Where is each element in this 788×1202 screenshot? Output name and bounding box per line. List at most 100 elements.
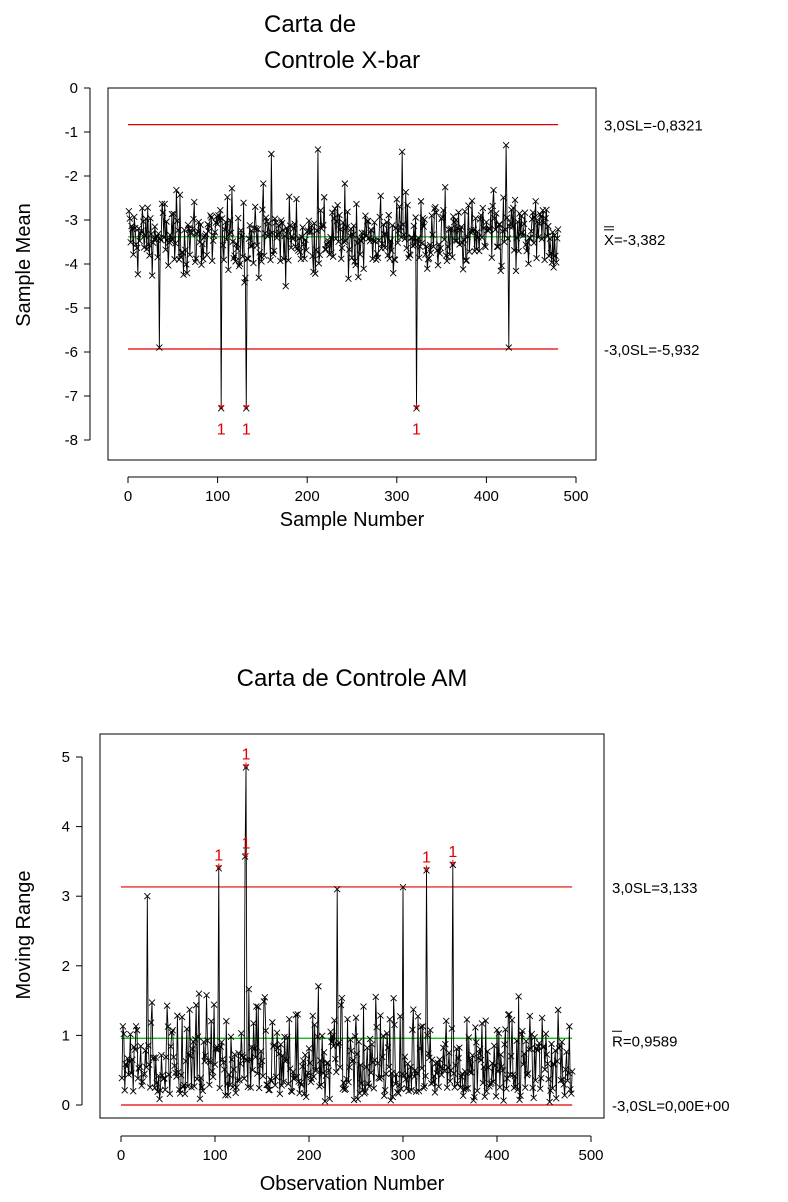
- data-point: [540, 219, 548, 226]
- data-point: [298, 1081, 305, 1089]
- data-point: [425, 254, 433, 262]
- data-point: [253, 1070, 261, 1077]
- data-point: [543, 206, 550, 214]
- data-point: [493, 1026, 501, 1034]
- data-point: [280, 255, 288, 263]
- data-point: [208, 257, 216, 265]
- data-point: [370, 237, 377, 244]
- data-point: [354, 1095, 362, 1103]
- data-point: [495, 1029, 503, 1037]
- data-point: [435, 241, 443, 248]
- data-point: [160, 1074, 168, 1082]
- data-point: [489, 1078, 497, 1085]
- data-point: [359, 1086, 366, 1094]
- out-of-control-marker: *: [216, 861, 222, 878]
- data-point: [229, 238, 237, 245]
- y-tick-label: 4: [62, 819, 70, 836]
- data-point: [199, 255, 207, 263]
- data-point: [362, 212, 369, 219]
- data-point: [456, 1044, 463, 1052]
- data-point: [482, 243, 489, 251]
- data-point: [545, 1075, 553, 1083]
- data-point: [228, 185, 236, 192]
- data-point: [461, 208, 469, 215]
- data-point: [504, 1075, 511, 1082]
- xbar-chart-title-line2: Controle X-bar: [264, 47, 420, 74]
- data-point: [490, 186, 497, 194]
- data-point: [416, 1045, 424, 1052]
- data-point: [162, 1053, 170, 1061]
- data-point: [206, 222, 213, 229]
- data-point: [521, 209, 529, 217]
- data-point: [561, 1091, 568, 1099]
- data-point: [498, 1063, 506, 1070]
- data-point: [482, 1017, 490, 1024]
- data-point: [158, 200, 166, 208]
- data-point: [407, 1063, 414, 1071]
- data-point: [148, 272, 156, 279]
- data-point: [269, 1019, 276, 1026]
- data-point: [343, 224, 350, 231]
- data-point: [162, 246, 169, 254]
- data-point: [421, 1082, 428, 1090]
- data-point: [530, 239, 538, 247]
- xbar-plot-frame: [107, 87, 597, 461]
- data-point: [209, 1073, 217, 1081]
- data-point: [332, 1055, 339, 1063]
- data-point: [538, 1014, 546, 1022]
- data-point: [421, 216, 428, 223]
- data-point: [256, 1062, 264, 1070]
- data-point: [484, 1048, 491, 1055]
- data-point: [411, 1066, 419, 1074]
- data-point: [383, 218, 391, 226]
- y-tick-label: 5: [62, 749, 70, 766]
- data-point: [534, 1046, 541, 1054]
- data-point: [504, 235, 512, 242]
- data-point: [479, 1079, 487, 1087]
- data-point: [458, 239, 466, 247]
- data-point: [486, 225, 494, 233]
- data-point: [529, 209, 537, 216]
- data-point: [333, 885, 341, 893]
- data-point: [325, 1067, 333, 1074]
- data-point: [379, 1053, 386, 1061]
- data-point: [361, 229, 368, 237]
- data-point: [492, 226, 499, 234]
- data-point: [378, 1074, 385, 1081]
- data-point: [242, 405, 250, 412]
- xbar-x-axis: 0 100 200 300 400 500: [124, 476, 589, 505]
- data-point: [453, 237, 461, 244]
- data-point: [417, 1023, 425, 1031]
- data-point: [407, 234, 415, 241]
- data-point: [478, 234, 486, 241]
- data-point: [245, 985, 253, 993]
- data-point: [225, 230, 233, 238]
- data-point: [379, 240, 386, 248]
- data-point: [390, 994, 397, 1002]
- data-point: [233, 245, 241, 253]
- data-point: [362, 1088, 369, 1096]
- data-point: [324, 1059, 332, 1067]
- data-point: [358, 229, 366, 237]
- data-point: [422, 1072, 429, 1080]
- data-point: [449, 213, 457, 220]
- data-point: [463, 257, 471, 264]
- x-tick-label: 0: [124, 488, 132, 505]
- data-point: [389, 269, 397, 277]
- data-point: [344, 208, 351, 216]
- data-point: [401, 1053, 409, 1061]
- data-point: [478, 1020, 486, 1027]
- data-point: [539, 1043, 547, 1051]
- data-point: [348, 254, 356, 262]
- data-point: [451, 1084, 459, 1091]
- data-point: [286, 222, 294, 230]
- data-point: [204, 1037, 211, 1044]
- data-point: [321, 246, 329, 253]
- data-point: [352, 1014, 360, 1022]
- y-tick-label: -6: [65, 344, 78, 361]
- data-point: [136, 237, 143, 245]
- data-point: [332, 1068, 340, 1076]
- data-point: [250, 1019, 257, 1027]
- data-point: [354, 273, 362, 281]
- data-point: [360, 1003, 367, 1010]
